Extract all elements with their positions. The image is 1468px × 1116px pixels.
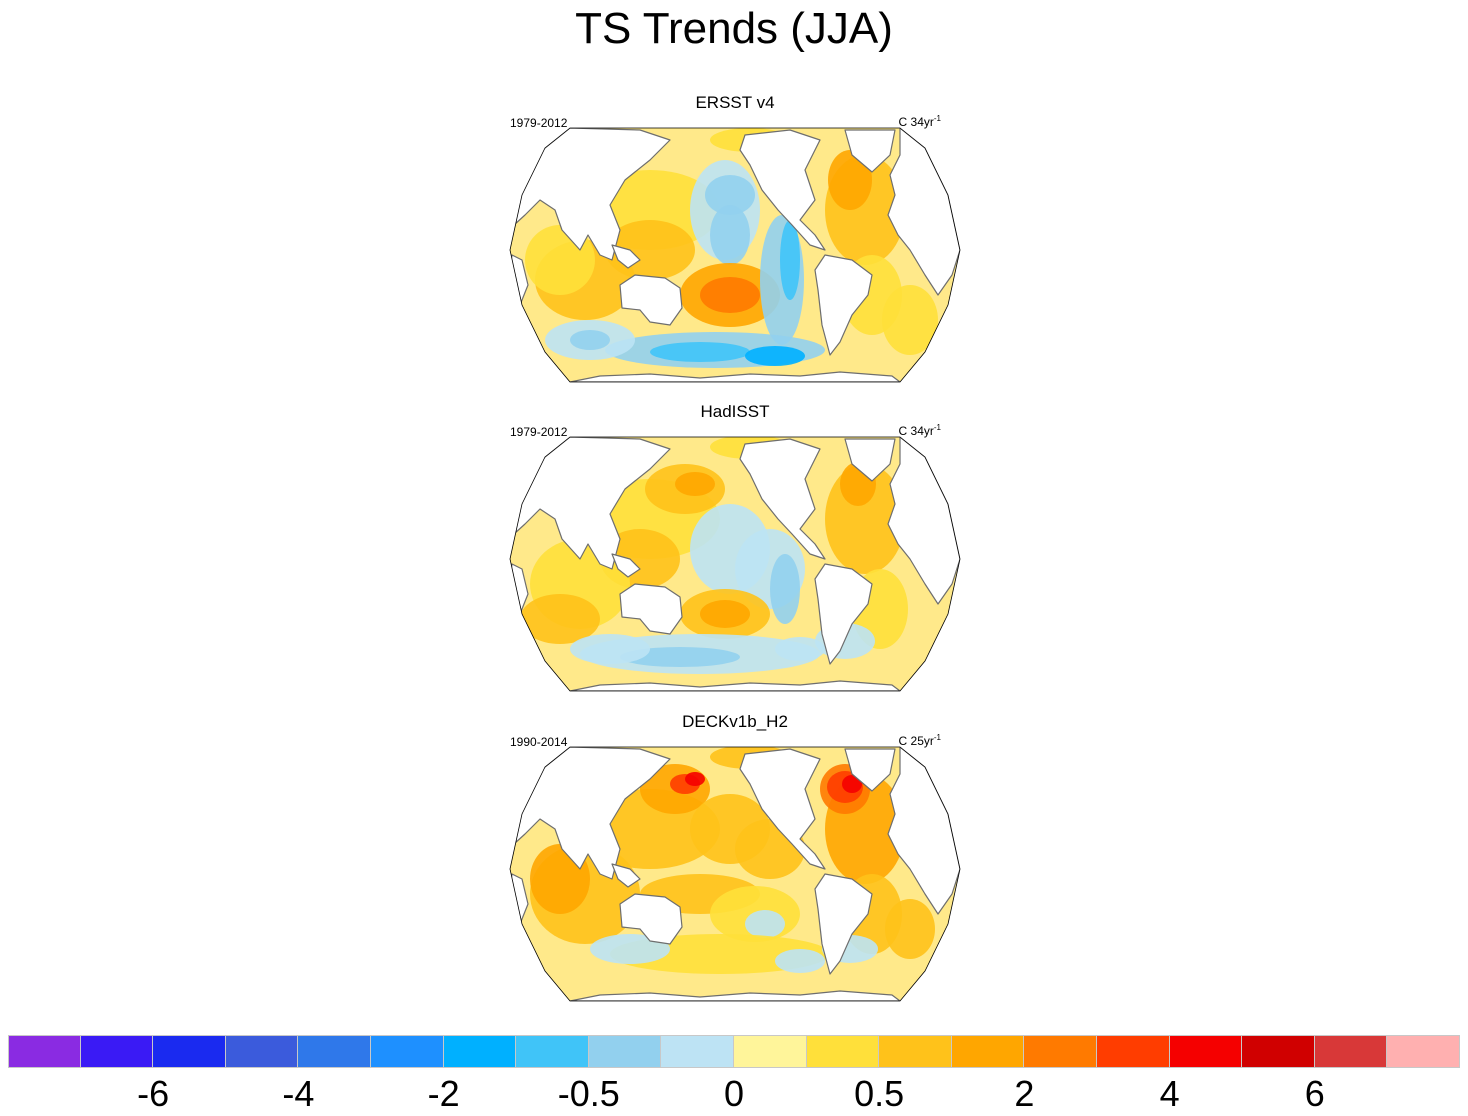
map-border <box>509 746 961 1002</box>
eurasia-land <box>510 747 671 880</box>
trend-contour-patch <box>520 594 600 644</box>
colorbar-box <box>1169 1035 1243 1068</box>
trend-contour-patch <box>842 775 862 793</box>
trend-map-deck <box>509 746 961 1002</box>
trend-contour-patch <box>828 150 872 210</box>
trend-contour-patch <box>650 342 750 362</box>
trend-contour-patch <box>570 330 610 350</box>
units-label: C 34yr-1 <box>898 114 941 129</box>
colorbar <box>8 1035 1460 1068</box>
trend-contour-patch <box>882 285 938 355</box>
panel-title: DECKv1b_H2 <box>682 712 788 731</box>
trend-contour-patch <box>745 910 785 938</box>
colorbar-box <box>80 1035 154 1068</box>
colorbar-box <box>806 1035 880 1068</box>
colorbar-tick-label: -2 <box>427 1073 460 1114</box>
trend-contour-patch <box>700 277 760 313</box>
colorbar-box <box>1314 1035 1388 1068</box>
south-america-land <box>814 254 873 356</box>
colorbar-tick-label: -6 <box>137 1073 170 1114</box>
antarctica-land <box>569 371 901 382</box>
north-america-land <box>739 748 826 870</box>
colorbar-box <box>1097 1035 1170 1068</box>
panel-title: HadISST <box>700 402 770 421</box>
colorbar-box <box>879 1035 952 1068</box>
colorbar-box <box>951 1035 1025 1068</box>
australia-land <box>619 893 683 945</box>
trend-contour-patch <box>710 205 750 265</box>
australia-land <box>619 583 683 635</box>
southeast-asia-islands-land <box>611 553 641 578</box>
colorbar-tick-label: 2 <box>1014 1073 1035 1114</box>
southeast-asia-islands-land <box>611 863 641 888</box>
panel-title: ERSST v4 <box>695 93 775 112</box>
trend-contour-patch <box>700 600 750 628</box>
period-label: 1979-2012 <box>510 425 568 439</box>
colorbar-box <box>298 1035 371 1068</box>
colorbar-box <box>153 1035 226 1068</box>
colorbar-box <box>1024 1035 1097 1068</box>
trend-contour-patch <box>775 949 825 973</box>
colorbar-box <box>443 1035 517 1068</box>
colorbar-box <box>588 1035 662 1068</box>
trend-contour-patch <box>775 637 825 661</box>
greenland-land <box>844 748 896 792</box>
north-america-land <box>739 129 826 251</box>
units-label: C 34yr-1 <box>898 423 941 438</box>
trend-contour-patch <box>705 175 755 215</box>
colorbar-tick-label: -4 <box>282 1073 315 1114</box>
period-label: 1990-2014 <box>510 735 568 749</box>
trend-contour-patch <box>780 220 800 300</box>
colorbar-tick-label: -0.5 <box>557 1073 620 1114</box>
map-panel-deck: DECKv1b_H2 1990-2014 C 25yr-1 <box>500 712 970 1015</box>
colorbar-box <box>516 1035 589 1068</box>
colorbar-box <box>1387 1035 1460 1068</box>
colorbar-tick-label: 0.5 <box>854 1073 905 1114</box>
colorbar-box <box>225 1035 299 1068</box>
trend-contour-patch <box>770 554 800 624</box>
map-panel-ersst: ERSST v4 1979-2012 C 34yr-1 <box>500 93 970 396</box>
map-border <box>509 127 961 383</box>
south-america-land <box>814 563 873 665</box>
trend-map-ersst <box>509 127 961 383</box>
colorbar-box <box>8 1035 81 1068</box>
colorbar-tick-label: 0 <box>723 1073 745 1114</box>
antarctica-land <box>569 990 901 1001</box>
australia-land <box>619 274 683 326</box>
south-america-land <box>814 873 873 975</box>
southeast-asia-islands-land <box>611 244 641 269</box>
colorbar-tick-label: 6 <box>1304 1073 1325 1114</box>
trend-map-hadisst <box>509 436 961 692</box>
colorbar-box <box>734 1035 807 1068</box>
eurasia-land <box>510 437 671 570</box>
trend-contour-patch <box>685 772 705 786</box>
greenland-land <box>844 129 896 173</box>
eurasia-land <box>510 128 671 261</box>
map-panel-hadisst: HadISST 1979-2012 C 34yr-1 <box>500 402 970 705</box>
map-border <box>509 436 961 692</box>
figure-title: TS Trends (JJA) <box>575 4 893 53</box>
colorbar-box <box>371 1035 444 1068</box>
trend-contour-patch <box>675 472 715 496</box>
colorbar-box <box>1242 1035 1315 1068</box>
antarctica-land <box>569 680 901 691</box>
units-label: C 25yr-1 <box>898 733 941 748</box>
trend-contour-patch <box>620 647 740 667</box>
period-label: 1979-2012 <box>510 116 568 130</box>
north-america-land <box>739 438 826 560</box>
trend-contour-patch <box>885 899 935 959</box>
colorbar-tick-label: 4 <box>1159 1073 1180 1114</box>
colorbar-box <box>661 1035 734 1068</box>
greenland-land <box>844 438 896 482</box>
trend-contour-patch <box>745 346 805 366</box>
trend-contour-patch <box>570 634 650 664</box>
